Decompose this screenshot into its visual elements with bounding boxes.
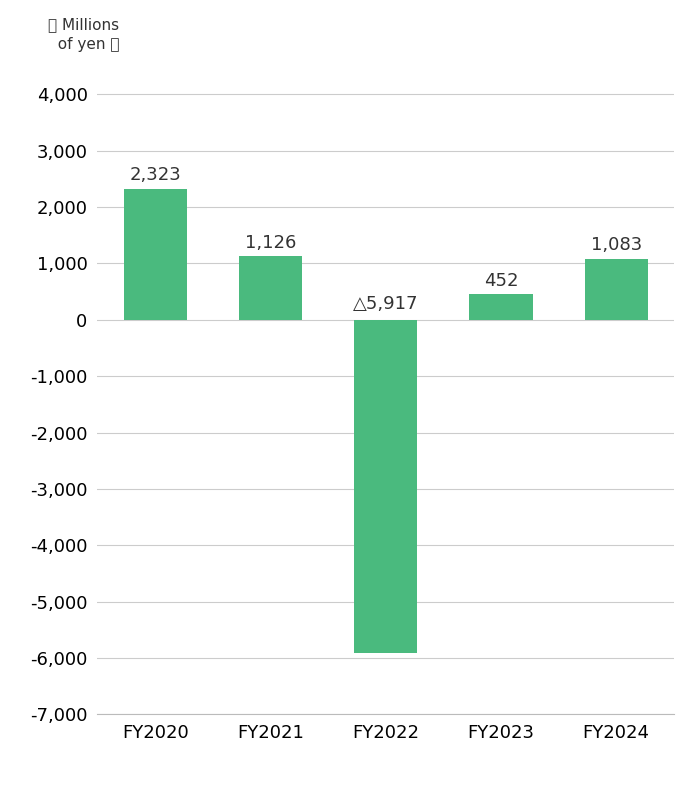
Bar: [469, 294, 532, 319]
Text: 1,126: 1,126: [245, 234, 296, 252]
Text: 452: 452: [484, 272, 518, 290]
Text: 1,083: 1,083: [591, 236, 642, 254]
Bar: [584, 259, 648, 319]
Text: 2,323: 2,323: [129, 166, 181, 184]
Bar: [124, 189, 187, 319]
Bar: [239, 257, 302, 319]
Bar: [354, 319, 418, 653]
Text: △5,917: △5,917: [353, 295, 418, 313]
Text: （ Millions
  of yen ）: （ Millions of yen ）: [48, 16, 120, 52]
